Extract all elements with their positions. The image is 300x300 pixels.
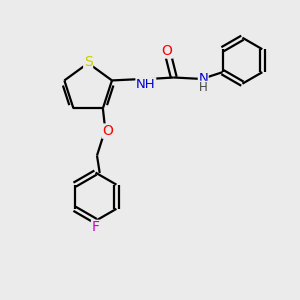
Text: N: N [198,73,208,85]
Text: O: O [102,124,113,138]
Text: S: S [84,55,92,69]
Text: F: F [92,220,100,234]
Text: H: H [199,81,208,94]
Text: O: O [162,44,172,58]
Text: NH: NH [136,78,156,91]
